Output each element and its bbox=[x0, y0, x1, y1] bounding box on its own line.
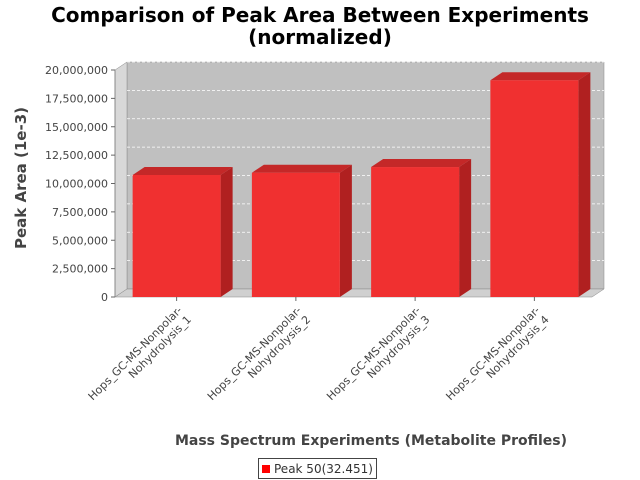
legend-label: Peak 50(32.451) bbox=[274, 461, 373, 476]
y-tick-label: 2,500,000 bbox=[52, 263, 108, 276]
x-tick-label: Hops_GC-MS-Nonpolar-Nohydrolysis_3 bbox=[324, 304, 432, 412]
x-axis-label: Mass Spectrum Experiments (Metabolite Pr… bbox=[175, 433, 567, 449]
x-tick-label-line: Hops_GC-MS-Nonpolar- bbox=[443, 304, 542, 403]
x-tick-label-line: Hops_GC-MS-Nonpolar- bbox=[86, 304, 185, 403]
x-tick-label-line: Hops_GC-MS-Nonpolar- bbox=[324, 304, 423, 403]
bar bbox=[371, 159, 472, 297]
chart-subtitle: (normalized) bbox=[248, 25, 392, 49]
bar-top bbox=[490, 72, 591, 81]
y-tick-label: 5,000,000 bbox=[52, 234, 108, 247]
y-tick-label: 10,000,000 bbox=[45, 178, 108, 191]
bar-side bbox=[220, 166, 233, 297]
y-tick-label: 12,500,000 bbox=[45, 149, 108, 162]
y-axis-label: Peak Area (1e-3) bbox=[12, 107, 30, 249]
bar-top bbox=[251, 164, 352, 173]
bar-side bbox=[459, 159, 472, 297]
legend: Peak 50(32.451) bbox=[258, 458, 377, 479]
x-tick-label: Hops_GC-MS-Nonpolar-Nohydrolysis_1 bbox=[86, 304, 194, 412]
bar bbox=[490, 72, 591, 297]
legend-swatch bbox=[262, 464, 270, 473]
bar-side bbox=[339, 164, 352, 297]
plot-left-wall bbox=[114, 61, 128, 298]
x-tick-label: Hops_GC-MS-Nonpolar-Nohydrolysis_4 bbox=[443, 304, 551, 412]
bar-front bbox=[490, 80, 579, 297]
y-tick-label: 20,000,000 bbox=[45, 64, 108, 77]
bar-front bbox=[132, 174, 221, 297]
y-tick-label: 17,500,000 bbox=[45, 92, 108, 105]
y-tick-label: 7,500,000 bbox=[52, 206, 108, 219]
x-tick-label: Hops_GC-MS-Nonpolar-Nohydrolysis_2 bbox=[205, 304, 313, 412]
bar bbox=[132, 166, 233, 297]
y-tick-label: 15,000,000 bbox=[45, 121, 108, 134]
bar bbox=[251, 164, 352, 297]
bar-side bbox=[578, 72, 591, 297]
bar-front bbox=[251, 172, 340, 297]
bar-top bbox=[371, 159, 472, 168]
bar-front bbox=[371, 167, 460, 297]
chart-title: Comparison of Peak Area Between Experime… bbox=[51, 3, 589, 27]
x-tick-label-line: Hops_GC-MS-Nonpolar- bbox=[205, 304, 304, 403]
bar-top bbox=[132, 166, 233, 175]
y-tick-label: 0 bbox=[101, 291, 108, 304]
